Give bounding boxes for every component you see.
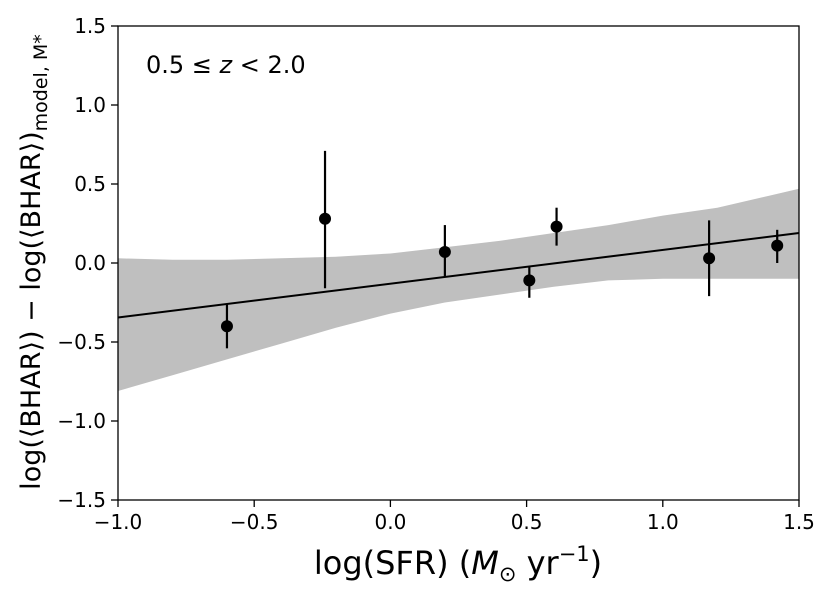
x-tick-label: 1.5	[783, 510, 815, 534]
y-tick-label: −0.5	[57, 330, 106, 354]
point-marker	[550, 220, 563, 233]
point-marker	[771, 239, 784, 252]
y-tick-label: 0.5	[74, 172, 106, 196]
redshift-annotation: 0.5 ≤ z < 2.0	[146, 51, 306, 79]
point-marker	[319, 212, 332, 225]
fit-line	[117, 231, 800, 319]
point-marker	[220, 320, 233, 333]
y-tick-label: 0.0	[74, 251, 106, 275]
y-tick-label: 1.5	[74, 14, 106, 38]
x-tick-label: −1.0	[94, 510, 143, 534]
x-tick-label: 0.5	[511, 510, 543, 534]
fit-line-layer	[117, 231, 800, 319]
data-point-6	[703, 220, 716, 297]
y-axis-title: log(⟨BHAR⟩) − log(⟨BHAR⟩)model, M*	[16, 34, 52, 490]
data-point-1	[220, 304, 233, 349]
y-tick-label: −1.5	[57, 488, 106, 512]
x-tick-label: −0.5	[230, 510, 279, 534]
confidence-band	[118, 188, 799, 391]
ticks-layer: −1.0 −0.5 0.0 0.5 1.0 1.5−1.5−1.0−0.50.00.51.…	[57, 14, 814, 534]
data-point-3	[438, 225, 451, 278]
y-tick-label: 1.0	[74, 93, 106, 117]
x-axis-title: log(SFR) (M⊙ yr−1)	[314, 542, 602, 586]
data-point-2	[319, 150, 332, 289]
x-tick-label: 1.0	[647, 510, 679, 534]
point-marker	[523, 274, 536, 287]
data-point-4	[523, 266, 536, 298]
confidence-band-layer	[118, 188, 799, 391]
x-tick-label: 0.0	[374, 510, 406, 534]
point-marker	[438, 245, 451, 258]
y-tick-label: −1.0	[57, 409, 106, 433]
data-points-layer	[220, 150, 784, 349]
data-point-5	[550, 207, 563, 246]
data-point-7	[771, 229, 784, 263]
point-marker	[703, 252, 716, 265]
